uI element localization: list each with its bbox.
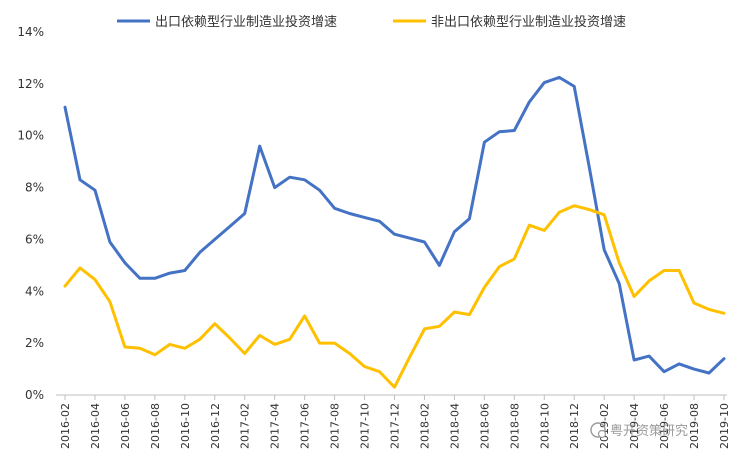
x-tick-label: 2017-10	[359, 403, 372, 449]
x-tick-label: 2016-06	[119, 403, 132, 449]
x-tick-label: 2019-08	[688, 403, 701, 449]
x-tick-label: 2019-10	[718, 403, 731, 449]
y-tick-label: 0%	[25, 388, 44, 402]
x-tick-label: 2018-04	[448, 403, 461, 449]
series-line-nonexport	[63, 204, 726, 389]
x-tick-label: 2016-02	[59, 403, 72, 449]
x-tick-label: 2018-10	[538, 403, 551, 449]
legend: 出口依赖型行业制造业投资增速 非出口依赖型行业制造业投资增速	[117, 14, 626, 30]
legend-label-nonexport: 非出口依赖型行业制造业投资增速	[431, 14, 626, 30]
series-line-export	[63, 75, 726, 375]
y-tick-label: 2%	[25, 336, 44, 350]
x-tick-label: 2017-02	[239, 403, 252, 449]
x-tick-label: 2017-12	[389, 403, 402, 449]
x-tick-label: 2019-06	[658, 403, 671, 449]
x-tick-label: 2016-12	[209, 403, 222, 449]
x-tick-label: 2017-08	[329, 403, 342, 449]
x-tick-label: 2019-04	[628, 403, 641, 449]
x-tick-label: 2017-06	[299, 403, 312, 449]
y-tick-label: 8%	[25, 181, 44, 195]
legend-label-export: 出口依赖型行业制造业投资增速	[155, 14, 337, 30]
watermark-text: 粤开资策研究	[610, 423, 688, 439]
y-tick-label: 12%	[17, 77, 44, 91]
x-tick-label: 2018-12	[568, 403, 581, 449]
x-tick-label: 2017-04	[269, 403, 282, 449]
x-tick-label: 2016-04	[89, 403, 102, 449]
x-axis: 2016-02 2016-04 2016-06 2016-08 2016-10 2016-…	[56, 394, 731, 449]
x-tick-label: 2018-06	[478, 403, 491, 449]
wechat-icon-dot	[597, 429, 607, 439]
y-tick-label: 10%	[17, 129, 44, 143]
x-tick-label: 2018-02	[418, 403, 431, 449]
watermark: 粤开资策研究	[590, 422, 688, 439]
series-layer	[63, 75, 726, 389]
y-tick-label: 14%	[17, 25, 44, 39]
y-axis: 0% 2% 4% 6% 8% 10% 12% 14%	[17, 25, 44, 402]
y-tick-label: 6%	[25, 232, 44, 246]
x-tick-label: 2018-08	[508, 403, 521, 449]
x-tick-label: 2016-08	[149, 403, 162, 449]
y-tick-label: 4%	[25, 284, 44, 298]
wechat-icon	[590, 422, 606, 438]
x-tick-label: 2016-10	[179, 403, 192, 449]
